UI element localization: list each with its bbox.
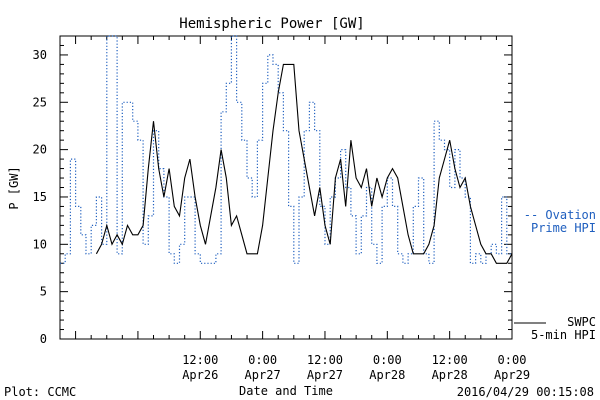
timestamp: 2016/04/29 00:15:08: [457, 385, 594, 399]
legend-swpc-line2: 5-min HPI: [531, 328, 596, 342]
y-tick-label: 30: [33, 48, 47, 62]
x-tick-label-date: Apr27: [245, 368, 281, 382]
y-axis: 0 5 10 15 20 25 30: [33, 35, 512, 346]
y-axis-label: P [GW]: [7, 166, 21, 209]
plot-frame: [59, 35, 513, 340]
x-tick-label-date: Apr26: [182, 368, 218, 382]
x-tick-label-time: 12:00: [307, 353, 343, 367]
series-layer: [60, 35, 513, 264]
x-axis: 12:00Apr260:00Apr2712:00Apr270:00Apr2812…: [59, 36, 530, 382]
x-tick-label-date: Apr28: [369, 368, 405, 382]
legend-swpc: SWPC 5-min HPI: [514, 315, 596, 342]
y-tick-label: 5: [40, 285, 47, 299]
y-tick-label: 10: [33, 237, 47, 251]
x-axis-label: Date and Time: [239, 384, 333, 398]
x-tick-label-time: 0:00: [373, 353, 402, 367]
x-tick-label-date: Apr27: [307, 368, 343, 382]
x-tick-label-time: 0:00: [498, 353, 527, 367]
y-tick-label: 25: [33, 95, 47, 109]
x-tick-label-time: 0:00: [248, 353, 277, 367]
plot-credit: Plot: CCMC: [4, 385, 76, 399]
x-tick-label-date: Apr29: [494, 368, 530, 382]
x-tick-label-date: Apr28: [432, 368, 468, 382]
y-tick-label: 15: [33, 190, 47, 204]
legend-swpc-line1: SWPC: [567, 315, 596, 329]
chart-title: Hemispheric Power [GW]: [179, 16, 364, 32]
x-tick-label-time: 12:00: [432, 353, 468, 367]
x-tick-label-time: 12:00: [182, 353, 218, 367]
series-line-swpc: [95, 63, 513, 264]
series-line-ovation: [60, 35, 512, 264]
legend-ovation-line1: -- Ovation: [524, 208, 596, 222]
legend-ovation-line2: Prime HPI: [531, 221, 596, 235]
legend-ovation: -- Ovation Prime HPI: [524, 208, 596, 235]
y-tick-label: 0: [40, 332, 47, 346]
y-tick-label: 20: [33, 143, 47, 157]
